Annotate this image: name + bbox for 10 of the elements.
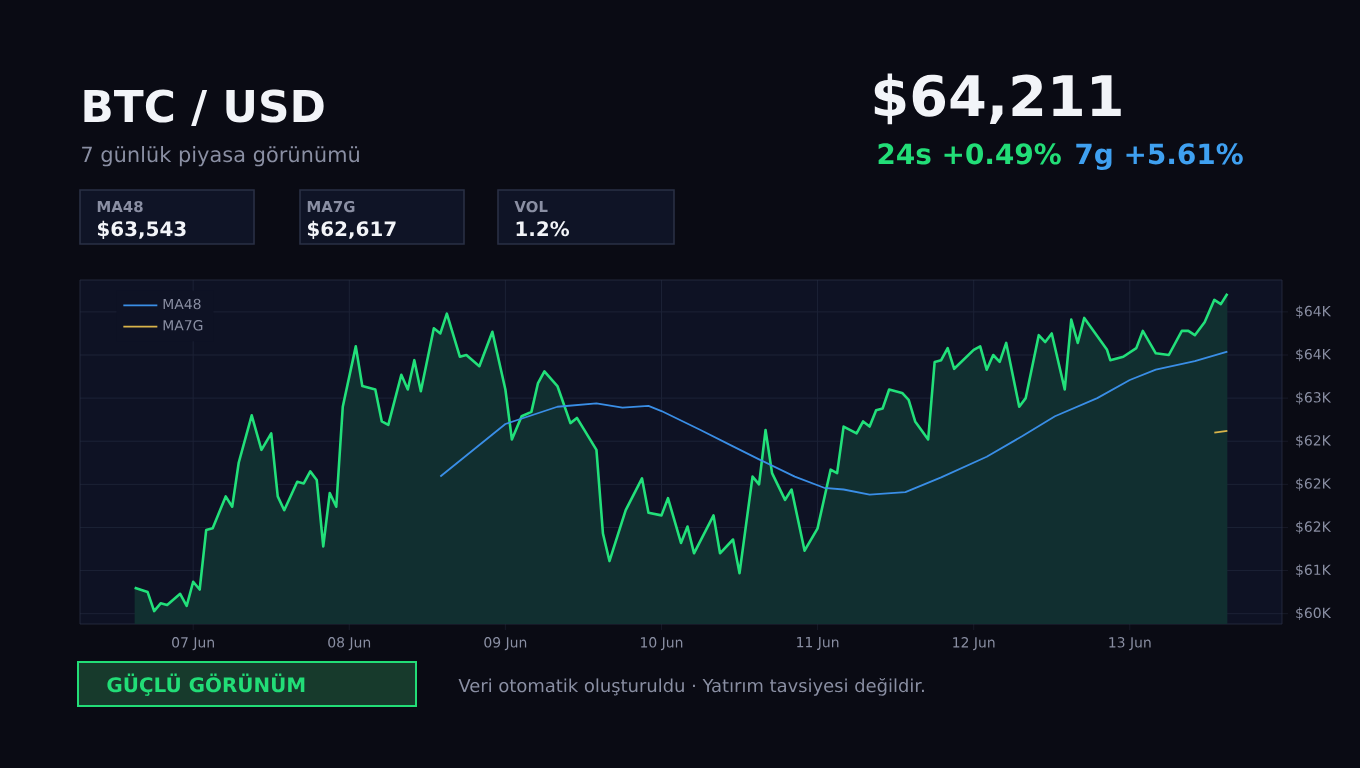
text: $62,617 (307, 220, 396, 239)
text: GÜÇLÜ GÖRÜNÜM (107, 673, 305, 696)
text: $63,543 (97, 220, 186, 239)
text: 24s +0.49% (878, 143, 1061, 165)
text: Veri otomatik oluşturuldu · Yatırım tavsiyesi değildir. (458, 677, 924, 696)
chart-title: BTC / USD (84, 89, 324, 127)
text: 1.2% (516, 221, 570, 237)
chart-subtitle: 7 günlük piyasa görünümü (82, 146, 359, 167)
text: $64,211 (874, 73, 1121, 125)
text: 7g +5.61% (1076, 143, 1243, 171)
